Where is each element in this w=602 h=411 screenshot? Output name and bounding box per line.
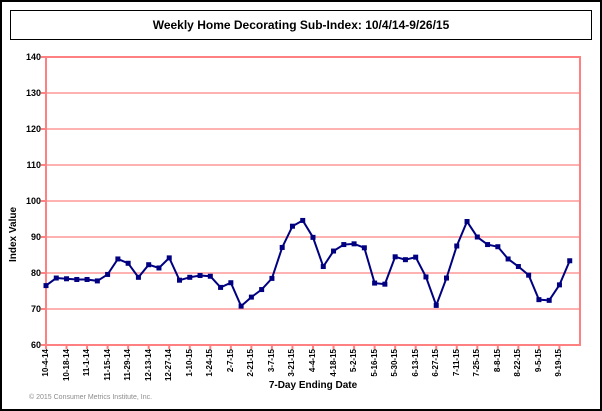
x-tick-label: 3-21-15: [287, 349, 297, 377]
data-point-marker: [567, 258, 573, 264]
data-point-marker: [515, 264, 521, 270]
x-tick-label: 8-8-15: [492, 349, 502, 373]
data-point-marker: [351, 241, 357, 247]
x-tick-label: 6-13-15: [410, 349, 420, 377]
data-point-marker: [156, 265, 162, 271]
data-point-marker: [485, 242, 491, 248]
x-axis-title: 7-Day Ending Date: [268, 380, 358, 391]
x-tick-label: 8-22-15: [513, 349, 523, 377]
data-point-marker: [495, 244, 501, 250]
data-point-marker: [228, 280, 234, 286]
data-point-marker: [177, 277, 182, 283]
data-point-marker: [115, 256, 121, 262]
data-point-marker: [320, 264, 326, 270]
y-tick-label: 120: [25, 124, 41, 134]
data-point-marker: [454, 243, 460, 249]
data-point-marker: [125, 260, 131, 266]
x-tick-label: 2-21-15: [246, 349, 256, 377]
data-point-marker: [423, 274, 429, 280]
data-point-marker: [444, 275, 449, 281]
data-point-marker: [146, 262, 152, 268]
x-tick-label: 7-11-15: [451, 349, 461, 377]
x-tick-label: 1-10-15: [184, 349, 194, 377]
y-tick-label: 80: [30, 268, 41, 278]
x-tick-label: 2-7-15: [225, 349, 235, 373]
data-point-marker: [433, 302, 439, 308]
data-point-marker: [413, 254, 419, 260]
y-tick-label: 60: [30, 340, 41, 350]
x-tick-label: 12-13-14: [143, 349, 153, 382]
x-tick-label: 5-16-15: [369, 349, 379, 377]
data-point-marker: [546, 297, 552, 303]
data-point-marker: [166, 255, 172, 261]
x-tick-label: 4-18-15: [328, 349, 338, 377]
y-tick-label: 110: [26, 160, 41, 170]
x-tick-label: 7-25-15: [472, 349, 482, 377]
data-point-marker: [505, 256, 511, 262]
data-point-marker: [372, 280, 378, 286]
data-point-marker: [341, 242, 347, 248]
data-point-marker: [64, 276, 70, 282]
x-tick-label: 9-19-15: [554, 349, 564, 377]
y-tick-label: 130: [25, 88, 41, 98]
x-tick-label: 10-18-14: [61, 349, 71, 382]
y-tick-label: 100: [25, 196, 41, 206]
data-point-marker: [310, 234, 316, 240]
data-point-marker: [218, 284, 224, 290]
x-tick-label: 11-1-14: [82, 349, 92, 377]
data-point-marker: [53, 275, 59, 281]
data-point-marker: [279, 244, 285, 250]
data-point-marker: [361, 245, 367, 251]
data-point-marker: [135, 274, 141, 280]
data-point-marker: [464, 219, 470, 225]
x-tick-label: 12-27-14: [164, 349, 174, 382]
x-tick-label: 4-4-15: [308, 349, 317, 373]
data-point-marker: [259, 287, 265, 293]
data-point-marker: [94, 278, 100, 284]
data-point-marker: [402, 257, 408, 263]
data-point-marker: [248, 294, 254, 300]
x-tick-label: 9-5-15: [533, 349, 543, 373]
y-tick-label: 90: [30, 232, 41, 242]
data-series-line: [45, 219, 571, 309]
data-point-marker: [300, 217, 306, 223]
data-point-marker: [556, 282, 562, 288]
x-tick-label: 10-4-14: [41, 349, 50, 377]
x-tick-label: 5-2-15: [349, 349, 359, 373]
data-point-marker: [74, 276, 80, 282]
data-point-marker: [392, 254, 398, 260]
x-tick-label: 3-7-15: [266, 349, 276, 373]
data-point-marker: [526, 272, 532, 278]
data-point-marker: [269, 275, 275, 281]
y-tick-label: 140: [25, 52, 41, 62]
data-point-marker: [207, 273, 213, 279]
copyright-text: © 2015 Consumer Metrics Institute, Inc.: [29, 394, 153, 401]
data-point-marker: [474, 234, 480, 240]
data-point-marker: [187, 274, 193, 280]
x-tick-label: 1-24-15: [205, 349, 215, 377]
x-tick-label: 11-15-14: [102, 349, 112, 381]
chart-title: Weekly Home Decorating Sub-Index: 10/4/1…: [10, 10, 592, 40]
data-point-marker: [43, 283, 49, 289]
x-tick-label: 5-30-15: [390, 349, 400, 377]
data-point-marker: [331, 248, 337, 254]
data-point-marker: [84, 276, 90, 282]
data-point-marker: [238, 303, 244, 309]
data-point-marker: [536, 297, 542, 303]
data-point-marker: [105, 271, 111, 277]
x-tick-label: 6-27-15: [431, 349, 441, 377]
y-tick-label: 70: [30, 304, 41, 314]
data-point-marker: [289, 223, 295, 229]
x-tick-label: 11-29-14: [123, 349, 133, 381]
data-point-marker: [382, 281, 388, 287]
data-point-marker: [197, 273, 203, 279]
